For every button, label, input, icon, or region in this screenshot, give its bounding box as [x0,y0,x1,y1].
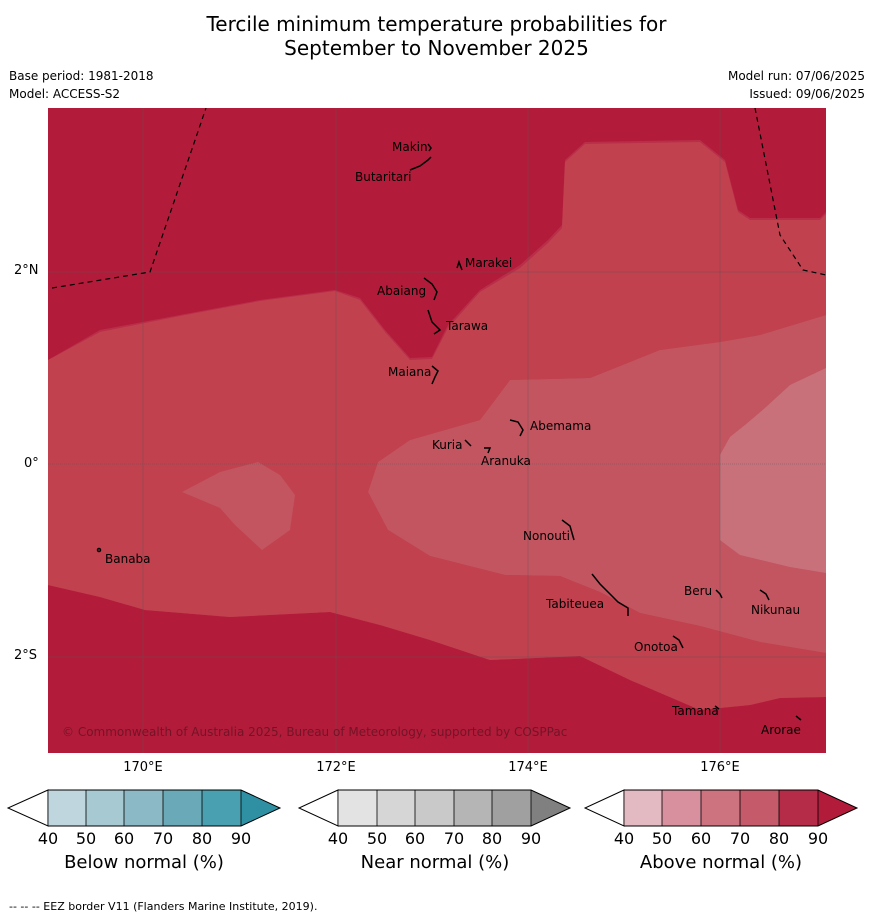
colorbar-swatch [662,790,701,826]
island-label: Beru [684,584,712,598]
map-area [48,108,826,753]
colorbar-swatch [202,790,241,826]
colorbar-swatch [48,790,86,826]
colorbar-swatch [492,790,531,826]
island-label: Tarawa [445,319,488,333]
colorbar-tick: 70 [444,829,464,848]
colorbar-tick: 50 [652,829,672,848]
island-label: Nikunau [751,603,800,617]
lat-label-0: 0° [24,456,39,471]
colorbar-tick: 50 [76,829,96,848]
colorbar-label-below: Below normal (%) [64,852,224,873]
island-label: Banaba [105,552,151,566]
colorbar-tick: 80 [482,829,502,848]
zone-50 [720,368,826,573]
colorbar-above-normal [583,789,859,827]
eez-border [51,108,826,289]
island-label: Aranuka [481,454,531,468]
lon-label-176e: 176°E [700,760,740,775]
island-label: Tabiteuea [545,597,604,611]
island-outlines [96,143,802,721]
eez-footnote: -- -- -- EEZ border V11 (Flanders Marine… [9,900,318,913]
island-label: Abaiang [377,284,426,298]
colorbar-tick: 50 [367,829,387,848]
map-title: Tercile minimum temperature probabilitie… [0,12,873,60]
meta-right: Model run: 07/06/2025 Issued: 09/06/2025 [728,67,865,103]
colorbar-tick: 90 [808,829,828,848]
colorbar-tick: 90 [231,829,251,848]
model-run: Model run: 07/06/2025 [727,69,865,83]
colorbar-swatch [531,790,570,826]
island-label: Kuria [432,438,463,452]
colorbar-swatch [86,790,124,826]
colorbar-swatch [163,790,202,826]
colorbar-near-normal [297,789,572,827]
colorbar-tick: 80 [769,829,789,848]
lon-label-174e: 174°E [508,760,548,775]
island-label: Onotoa [634,640,678,654]
colorbar-tick: 40 [614,829,634,848]
island-label: Maiana [388,365,431,379]
zone-70-central [48,142,826,710]
island-label: Butaritari [355,170,412,184]
colorbar-tick: 40 [38,829,58,848]
colorbar-swatch [377,790,415,826]
island-label: Nonouti [523,529,570,543]
colorbar-swatch [779,790,818,826]
colorbar-swatch [740,790,779,826]
base-period: Base period: 1981-2018 [9,69,154,83]
colorbar-tick: 90 [521,829,541,848]
model-name: Model: ACCESS-S2 [9,87,121,101]
colorbar-ticks: 40 50 60 70 80 90 40 50 60 70 80 90 40 5… [38,829,828,848]
lon-label-172e: 172°E [316,760,356,775]
colorbar-swatch [338,790,377,826]
colorbar-below-normal [6,789,282,827]
colorbar-tick: 60 [691,829,711,848]
island-labels: Makin Butaritari Marakei Abaiang Tarawa … [105,140,801,737]
lon-label-170e: 170°E [123,760,163,775]
island-label: Abemama [530,419,591,433]
colorbar-label-near: Near normal (%) [360,852,510,873]
island-label: Makin [392,140,428,154]
island-label: Arorae [761,723,801,737]
island-label: Tamana [671,704,719,718]
graticule [48,108,826,753]
colorbar-tick: 40 [328,829,348,848]
lat-label-2n: 2°N [14,263,39,278]
title-line-1: Tercile minimum temperature probabilitie… [206,12,667,36]
zone-60-west [182,462,295,550]
title-line-2: September to November 2025 [284,36,589,60]
island-label: Marakei [465,256,512,270]
meta-left: Base period: 1981-2018 Model: ACCESS-S2 [9,67,154,103]
colorbar-label-above: Above normal (%) [639,852,803,873]
colorbar-swatch [454,790,492,826]
colorbar-tick: 70 [153,829,173,848]
colorbar-tick: 60 [405,829,425,848]
issued-date: Issued: 09/06/2025 [749,87,865,101]
zone-60 [368,315,826,653]
colorbar-swatch [241,790,280,826]
zone-80-south [48,585,826,753]
lat-label-2s: 2°S [14,648,38,663]
colorbar-tick: 60 [114,829,134,848]
colorbar-swatch [701,790,740,826]
colorbar-dividers [47,790,819,826]
colorbar-swatch [415,790,454,826]
colorbar-tick: 70 [730,829,750,848]
colorbar-swatch [124,790,163,826]
colorbar-swatch [624,790,662,826]
colorbar-tick: 80 [192,829,212,848]
copyright-notice: © Commonwealth of Australia 2025, Bureau… [62,725,567,739]
colorbar-swatch [818,790,857,826]
